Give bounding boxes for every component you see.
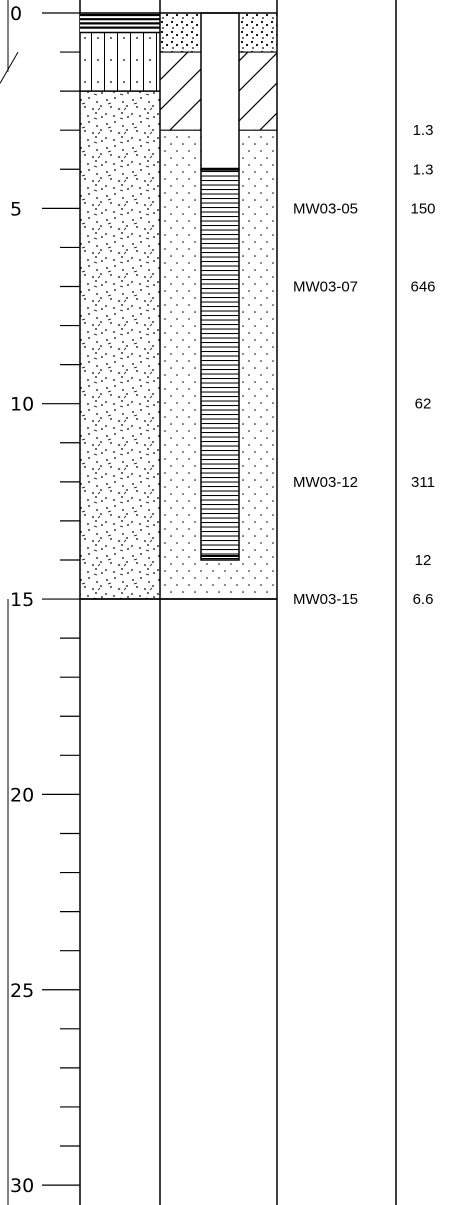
fill-layer [80, 32, 160, 92]
silty-sand-layer [80, 91, 160, 600]
sample-labels: MW03-05 MW03-07 MW03-12 MW03-15 1.3 1.3 150 646… [293, 122, 436, 608]
sample-id-label: MW03-05 [293, 200, 358, 217]
sample-id-label: MW03-15 [293, 591, 358, 608]
well-screen-slots [201, 169, 239, 560]
well-construction-column [160, 12, 277, 600]
reading-value-label: 6.6 [413, 591, 434, 608]
sample-id-label: MW03-12 [293, 474, 358, 491]
column-frame [80, 0, 397, 1205]
reading-value-label: 62 [415, 396, 432, 413]
reading-value-label: 1.3 [413, 122, 434, 139]
depth-axis-edge [0, 51, 19, 84]
reading-value-label: 150 [410, 200, 435, 217]
depth-tick-label: 15 [10, 589, 34, 611]
depth-tick-label: 5 [10, 198, 22, 220]
reading-value-label: 1.3 [413, 161, 434, 178]
lithology-column [80, 13, 160, 600]
depth-tick-label: 0 [10, 3, 22, 25]
depth-tick-label: 30 [10, 1175, 34, 1197]
well-casing [200, 12, 240, 171]
reading-value-label: 646 [410, 278, 435, 295]
reading-value-label: 311 [411, 474, 435, 491]
depth-tick-label: 20 [10, 784, 34, 806]
depth-tick-label: 10 [10, 394, 34, 416]
sample-id-label: MW03-07 [293, 278, 358, 295]
depth-tick-label: 25 [10, 980, 34, 1002]
reading-value-label: 12 [415, 552, 432, 569]
depth-axis: 0 5 10 15 20 25 30 [0, 0, 81, 1205]
